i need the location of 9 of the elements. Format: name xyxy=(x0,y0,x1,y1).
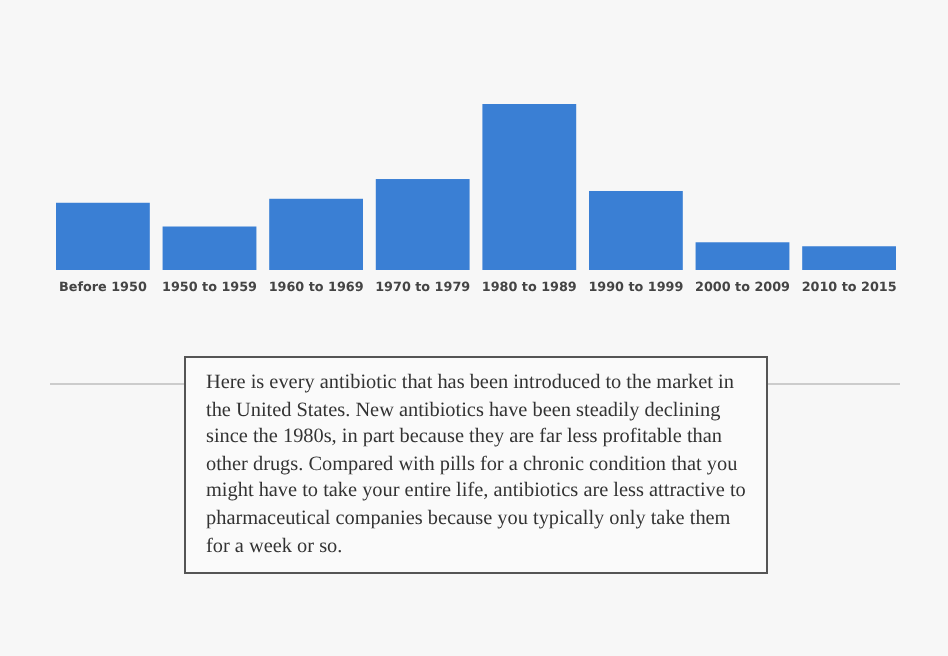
bar xyxy=(56,202,150,270)
bar xyxy=(375,179,470,270)
bar xyxy=(162,226,257,270)
bar xyxy=(695,242,790,270)
bar xyxy=(482,104,577,270)
bar xyxy=(269,198,364,270)
bar xyxy=(802,246,896,270)
text: Here is every antibiotic that has been introduced to the market in the United States. New antibiotics have been steadily declining since the 1980s, in part because they are far less profitable than other drugs. Compared with pills for a chronic condition that you might have to take your entire life, antibiotics are less attractive to pharmaceutical companies because you typically only take them for a week or so. xyxy=(184,356,768,575)
bar xyxy=(588,190,683,270)
